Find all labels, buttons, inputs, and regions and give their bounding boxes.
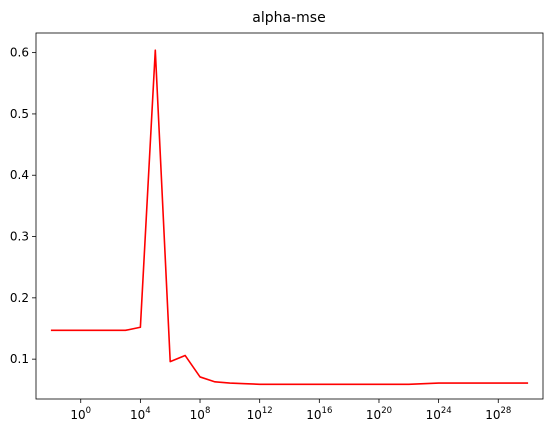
y-tick-label: 0.3 [10,230,29,244]
y-tick-label: 0.5 [10,107,29,121]
series-line [50,49,529,386]
x-tick-label: 1020 [366,406,392,422]
x-tick-label: 100 [70,406,91,422]
y-tick-label: 0.1 [10,352,29,366]
y-axis: 0.1 0.2 0.3 0.4 0.5 0.6 [10,46,36,366]
x-axis: 100 104 108 1012 1016 1020 1024 1028 [70,399,511,422]
y-tick-label: 0.2 [10,291,29,305]
series-lines [50,49,529,386]
plot-frame [35,32,544,400]
x-tick-label: 1012 [247,406,273,422]
y-tick-label: 0.4 [10,168,29,182]
x-tick-label: 104 [130,406,151,422]
x-tick-label: 108 [190,406,211,422]
chart-title: alpha-mse [252,10,325,26]
x-tick-label: 1028 [485,406,511,422]
x-tick-label: 1024 [426,406,452,422]
y-tick-label: 0.6 [10,46,29,60]
x-tick-label: 1016 [306,406,332,422]
